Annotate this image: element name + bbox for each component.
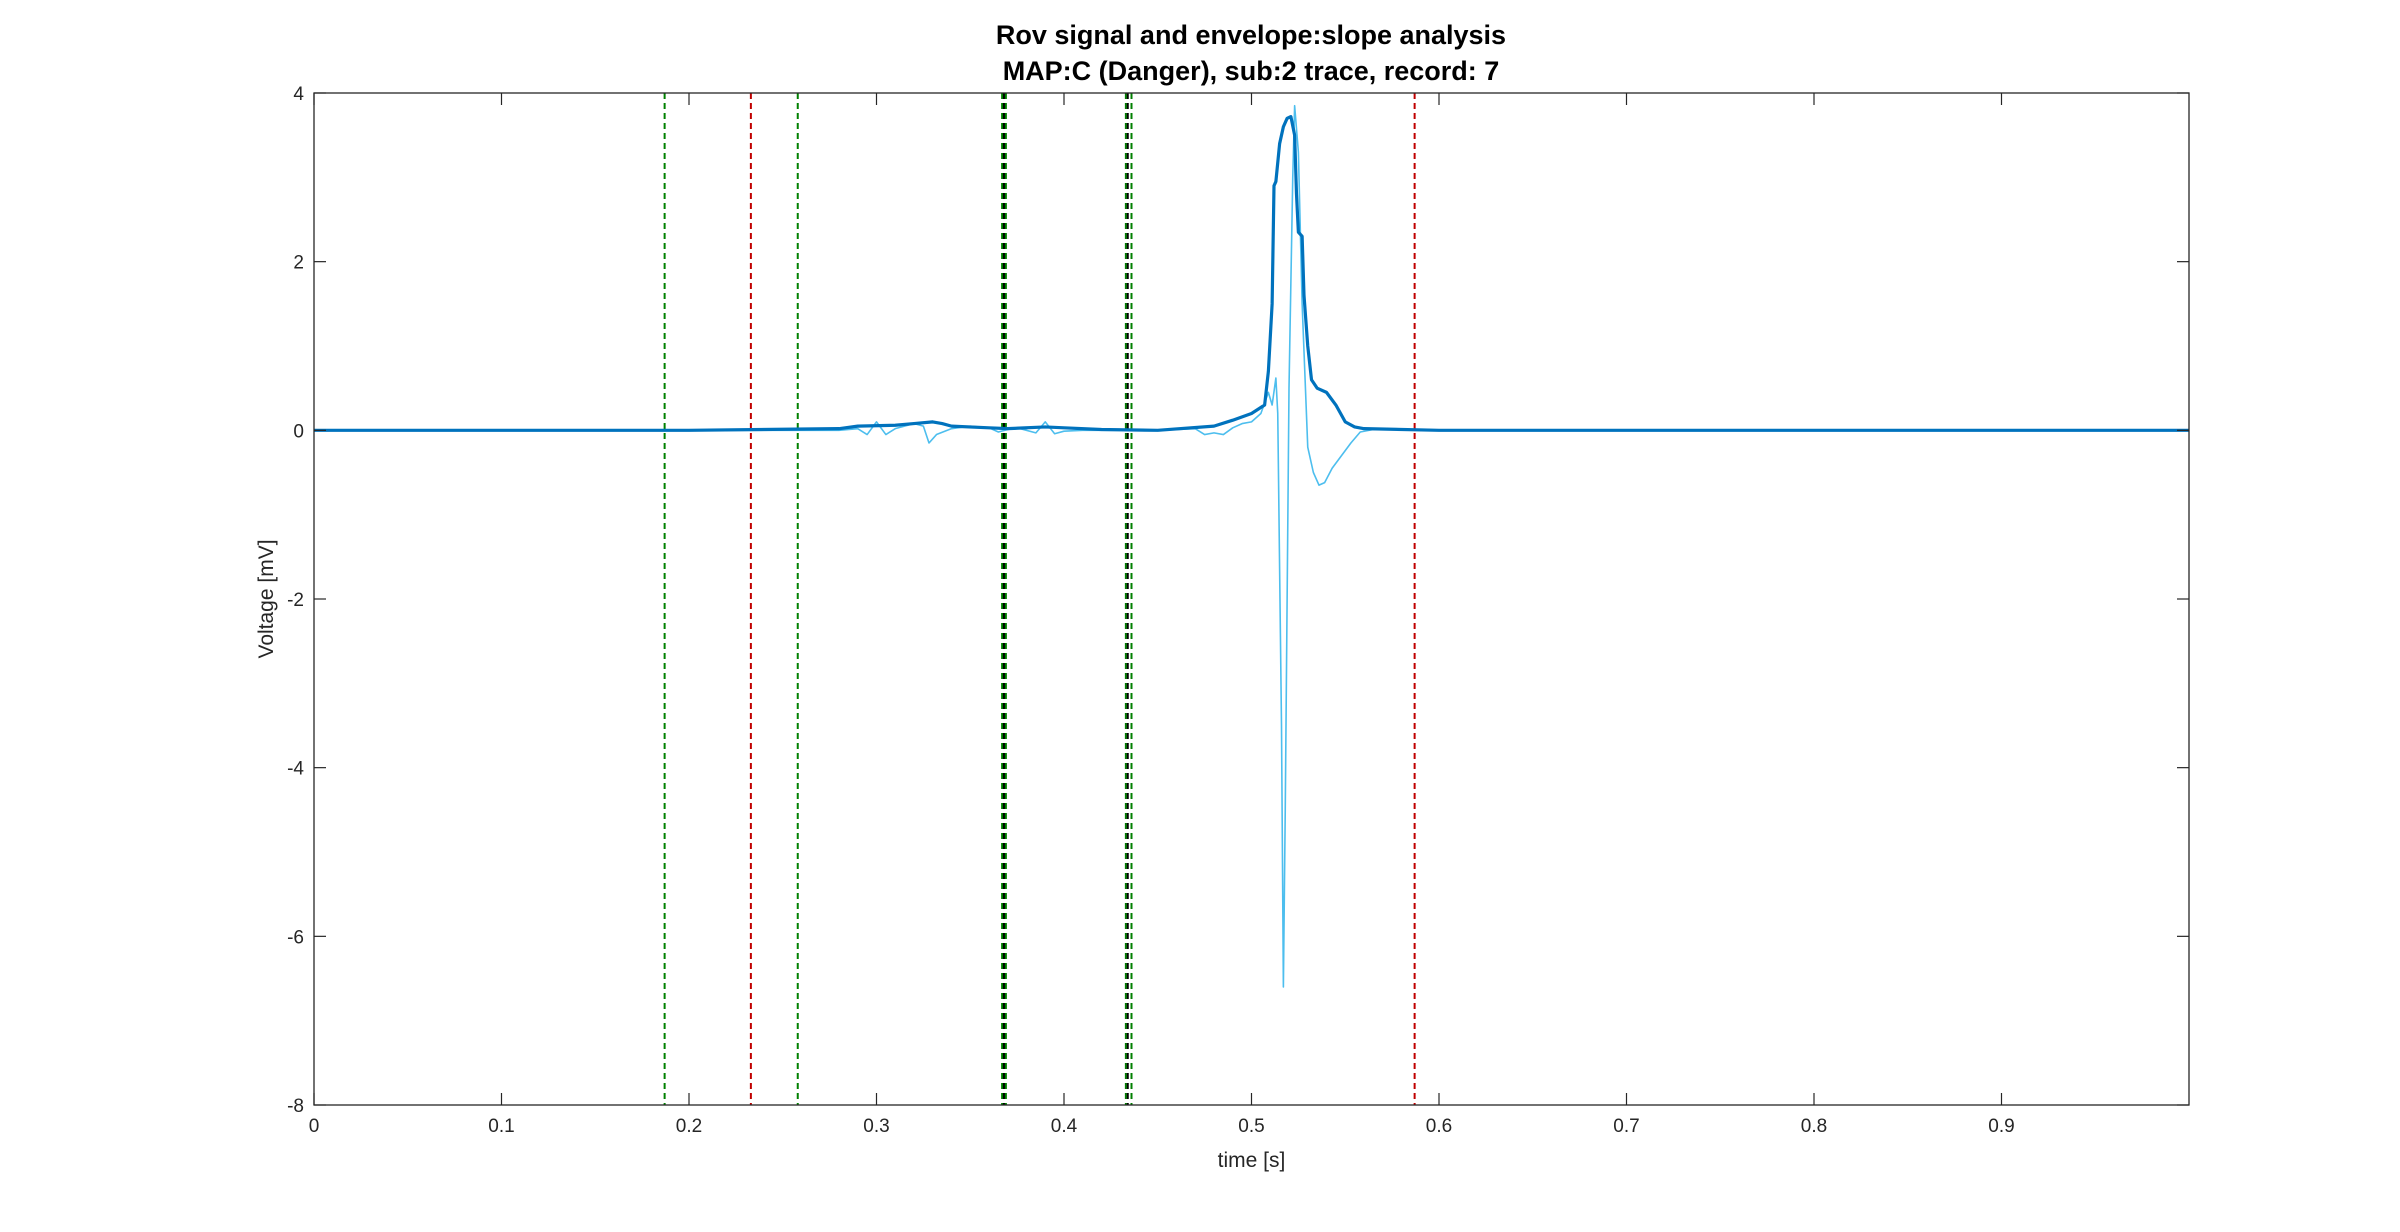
vertical-markers <box>663 93 1416 1105</box>
y-tick-label: -4 <box>287 759 304 780</box>
axes-box <box>313 92 2190 1106</box>
x-tick-label: 0.7 <box>1613 1116 1639 1137</box>
y-axis-ticks: -8 -6 -4 -2 0 2 4 <box>287 84 2189 1117</box>
x-tick-label: 0 <box>309 1116 320 1137</box>
x-tick-label: 0.3 <box>863 1116 889 1137</box>
plot-area <box>314 93 2189 1105</box>
y-tick-label: -6 <box>287 927 304 948</box>
x-tick-label: 0.6 <box>1426 1116 1452 1137</box>
x-tick-label: 0.9 <box>1988 1116 2014 1137</box>
y-axis-label: Voltage [mV] <box>255 539 278 658</box>
x-axis-label: time [s] <box>1218 1149 1286 1172</box>
chart-title: Rov signal and envelope:slope analysis <box>996 20 1506 50</box>
series-layer <box>314 104 2189 988</box>
y-tick-label: -2 <box>287 590 304 611</box>
series-line-envelope <box>314 115 2189 432</box>
y-tick-label: 4 <box>293 84 304 105</box>
x-tick-label: 0.1 <box>488 1116 514 1137</box>
x-tick-label: 0.5 <box>1238 1116 1264 1137</box>
x-tick-label: 0.4 <box>1051 1116 1078 1137</box>
x-tick-label: 0.8 <box>1801 1116 1827 1137</box>
y-tick-label: 2 <box>293 253 304 274</box>
x-tick-label: 0.2 <box>676 1116 702 1137</box>
chart-subtitle: MAP:C (Danger), sub:2 trace, record: 7 <box>1003 56 1500 86</box>
y-tick-label: 0 <box>293 421 304 442</box>
y-tick-label: -8 <box>287 1096 304 1117</box>
